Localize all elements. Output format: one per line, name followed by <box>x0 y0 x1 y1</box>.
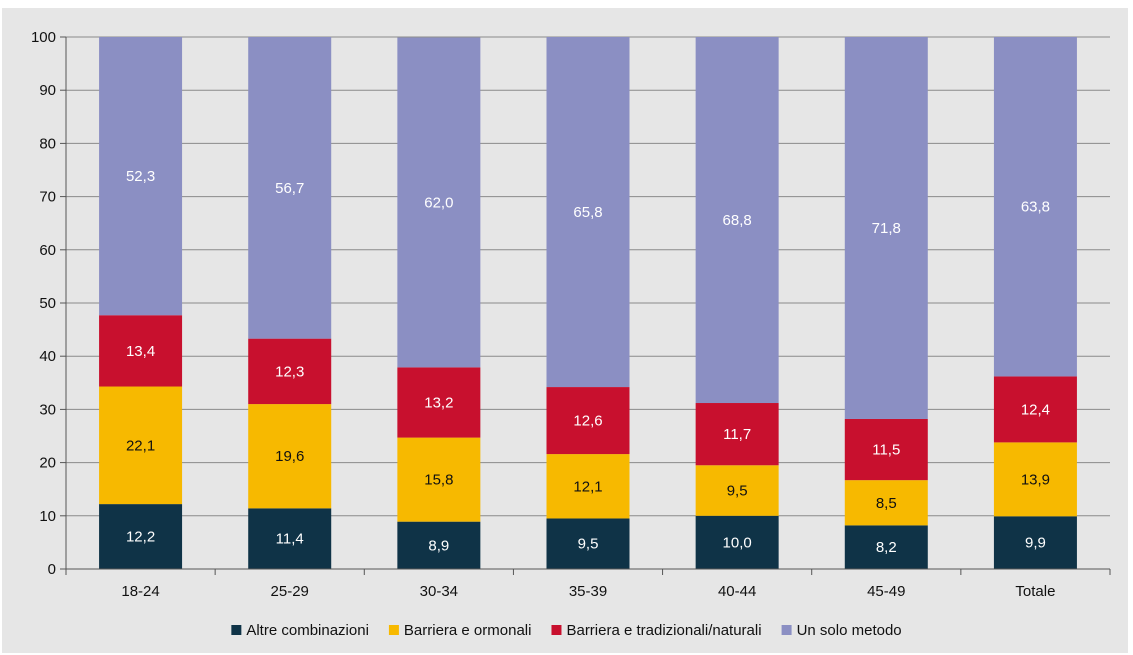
x-tick-label: 18-24 <box>121 583 159 600</box>
x-tick-label: 45-49 <box>867 583 905 600</box>
bar-segment <box>993 442 1077 517</box>
bar-segment <box>248 404 332 509</box>
bar-segment <box>993 37 1077 377</box>
data-label: 12,6 <box>573 413 602 430</box>
data-label: 12,1 <box>573 478 602 495</box>
bar-segment <box>99 37 183 316</box>
legend-item: Un solo metodo <box>781 622 902 639</box>
legend-swatch <box>231 625 242 635</box>
legend: Altre combinazioni Barriera e ormonali Bar… <box>231 622 902 639</box>
legend-item: Altre combinazioni <box>231 622 369 639</box>
data-label: 12,2 <box>126 529 155 546</box>
bar-segment <box>397 521 481 569</box>
bar-segment <box>695 37 779 404</box>
data-label: 19,6 <box>275 448 304 465</box>
bar-segment <box>993 516 1077 569</box>
bar-segment <box>546 518 630 569</box>
data-label: 11,5 <box>872 442 900 459</box>
bar-segment <box>695 465 779 516</box>
y-axis: 0 10 20 30 40 50 60 70 80 90 100 <box>31 29 67 578</box>
x-tick-label: 25-29 <box>271 583 309 600</box>
bar-segment <box>397 437 481 522</box>
bar-segment <box>993 376 1077 443</box>
data-label: 12,4 <box>1021 401 1050 418</box>
legend-label: Barriera e tradizionali/naturali <box>566 622 761 639</box>
data-label: 9,5 <box>727 483 748 500</box>
data-label: 62,0 <box>424 194 453 211</box>
data-label: 56,7 <box>275 180 304 197</box>
bar-segment <box>844 418 928 481</box>
bar-segment <box>546 454 630 519</box>
legend-item: Barriera e ormonali <box>388 622 532 639</box>
data-label: 68,8 <box>723 212 752 229</box>
bar-segment <box>99 504 183 569</box>
bar-segment <box>844 37 928 419</box>
x-tick-label: 30-34 <box>420 583 458 600</box>
data-label: 65,8 <box>573 204 602 221</box>
bar-stack-Totale: 9,9 13,9 12,4 63,8 <box>993 37 1077 569</box>
legend-swatch <box>781 625 792 635</box>
bars: 12,2 22,1 13,4 52,3 11,4 19,6 12,3 56,7 8,9 15,8 1… <box>99 37 1077 569</box>
bar-stack-40-44: 10,0 9,5 11,7 68,8 <box>695 37 779 569</box>
legend-item: Barriera e tradizionali/naturali <box>551 622 762 639</box>
data-label: 9,9 <box>1025 535 1046 552</box>
x-tick-label: 35-39 <box>569 583 607 600</box>
bar-segment <box>844 480 928 526</box>
legend-swatch <box>551 625 562 635</box>
bar-segment <box>844 525 928 569</box>
bar-segment <box>397 367 481 438</box>
data-label: 8,9 <box>428 537 449 554</box>
legend-label: Barriera e ormonali <box>404 622 532 639</box>
data-label: 12,3 <box>275 363 304 380</box>
legend-label: Un solo metodo <box>797 622 902 639</box>
legend-swatch <box>388 625 399 635</box>
y-tick-label: 60 <box>39 242 56 259</box>
bar-segment <box>695 515 779 569</box>
bar-segment <box>99 386 183 505</box>
bar-segment <box>248 338 332 405</box>
y-tick-label: 90 <box>39 82 56 99</box>
bar-segment <box>695 403 779 466</box>
bar-segment <box>248 37 332 339</box>
data-label: 22,1 <box>126 437 155 454</box>
data-label: 13,4 <box>126 343 155 360</box>
legend-label: Altre combinazioni <box>246 622 369 639</box>
y-tick-label: 20 <box>39 455 56 472</box>
data-label: 63,8 <box>1021 199 1050 216</box>
x-tick-label: 40-44 <box>718 583 756 600</box>
y-tick-label: 40 <box>39 348 56 365</box>
bar-stack-30-34: 8,9 15,8 13,2 62,0 <box>397 37 481 569</box>
data-label: 13,9 <box>1021 471 1050 488</box>
y-tick-label: 70 <box>39 189 56 206</box>
data-label: 9,5 <box>578 536 599 553</box>
bar-segment <box>99 315 183 387</box>
data-label: 15,8 <box>424 472 453 489</box>
y-tick-label: 80 <box>39 135 56 152</box>
data-label: 8,2 <box>876 539 897 556</box>
y-tick-label: 30 <box>39 401 56 418</box>
y-tick-label: 100 <box>31 29 56 46</box>
bar-segment <box>248 508 332 569</box>
bar-segment <box>546 37 630 388</box>
bar-stack-45-49: 8,2 8,5 11,5 71,8 <box>844 37 928 569</box>
bar-stack-25-29: 11,4 19,6 12,3 56,7 <box>248 37 332 569</box>
bar-stack-35-39: 9,5 12,1 12,6 65,8 <box>546 37 630 569</box>
data-label: 71,8 <box>872 220 901 237</box>
data-label: 52,3 <box>126 168 155 185</box>
bar-segment <box>397 37 481 368</box>
bar-stack-18-24: 12,2 22,1 13,4 52,3 <box>99 37 183 569</box>
x-axis: 18-24 25-29 30-34 35-39 40-44 45-49 Totale <box>65 568 1111 600</box>
x-tick-label: Totale <box>1015 583 1055 600</box>
data-label: 8,5 <box>876 495 897 512</box>
y-tick-label: 0 <box>48 561 56 578</box>
data-label: 11,7 <box>723 426 751 443</box>
y-tick-label: 50 <box>39 295 56 312</box>
data-label: 11,4 <box>276 531 304 548</box>
data-label: 13,2 <box>424 394 453 411</box>
data-label: 10,0 <box>723 534 752 551</box>
bar-segment <box>546 387 630 455</box>
y-tick-label: 10 <box>39 508 56 525</box>
